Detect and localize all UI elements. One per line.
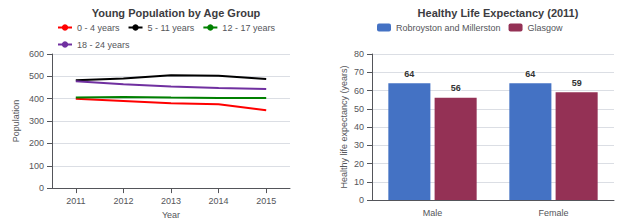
- svg-text:64: 64: [404, 69, 414, 79]
- svg-text:70: 70: [354, 67, 364, 77]
- svg-text:18 - 24 years: 18 - 24 years: [77, 40, 130, 50]
- svg-text:Healthy life expectancy (years: Healthy life expectancy (years): [339, 65, 349, 188]
- svg-text:600: 600: [29, 49, 44, 59]
- svg-text:200: 200: [29, 138, 44, 148]
- svg-text:300: 300: [29, 116, 44, 126]
- svg-text:0: 0: [39, 183, 44, 193]
- svg-text:Population: Population: [11, 100, 21, 143]
- svg-text:60: 60: [354, 86, 364, 96]
- svg-text:12 - 17 years: 12 - 17 years: [222, 23, 275, 33]
- svg-text:50: 50: [354, 104, 364, 114]
- svg-text:Male: Male: [423, 208, 443, 218]
- svg-text:40: 40: [354, 122, 364, 132]
- svg-text:56: 56: [451, 83, 461, 93]
- svg-text:80: 80: [354, 49, 364, 59]
- svg-text:0: 0: [359, 195, 364, 205]
- svg-text:500: 500: [29, 71, 44, 81]
- svg-text:20: 20: [354, 159, 364, 169]
- svg-text:2013: 2013: [161, 196, 181, 206]
- svg-text:Healthy Life Expectancy (2011): Healthy Life Expectancy (2011): [418, 7, 579, 19]
- svg-text:2011: 2011: [66, 196, 85, 206]
- svg-text:5 - 11 years: 5 - 11 years: [148, 23, 195, 33]
- svg-text:Young Population by Age Group: Young Population by Age Group: [92, 7, 261, 19]
- svg-text:100: 100: [29, 161, 44, 171]
- svg-text:30: 30: [354, 140, 364, 150]
- svg-text:2012: 2012: [113, 196, 133, 206]
- svg-text:Female: Female: [538, 208, 568, 218]
- svg-text:59: 59: [572, 78, 582, 88]
- svg-text:400: 400: [29, 94, 44, 104]
- svg-text:0 - 4 years: 0 - 4 years: [77, 23, 120, 33]
- svg-text:2014: 2014: [209, 196, 229, 206]
- svg-text:Year: Year: [162, 210, 180, 220]
- svg-text:Robroyston and Millerston: Robroyston and Millerston: [396, 23, 501, 33]
- svg-text:10: 10: [354, 177, 364, 187]
- svg-text:Glasgow: Glasgow: [528, 23, 564, 33]
- svg-text:2015: 2015: [256, 196, 276, 206]
- svg-text:64: 64: [525, 69, 535, 79]
